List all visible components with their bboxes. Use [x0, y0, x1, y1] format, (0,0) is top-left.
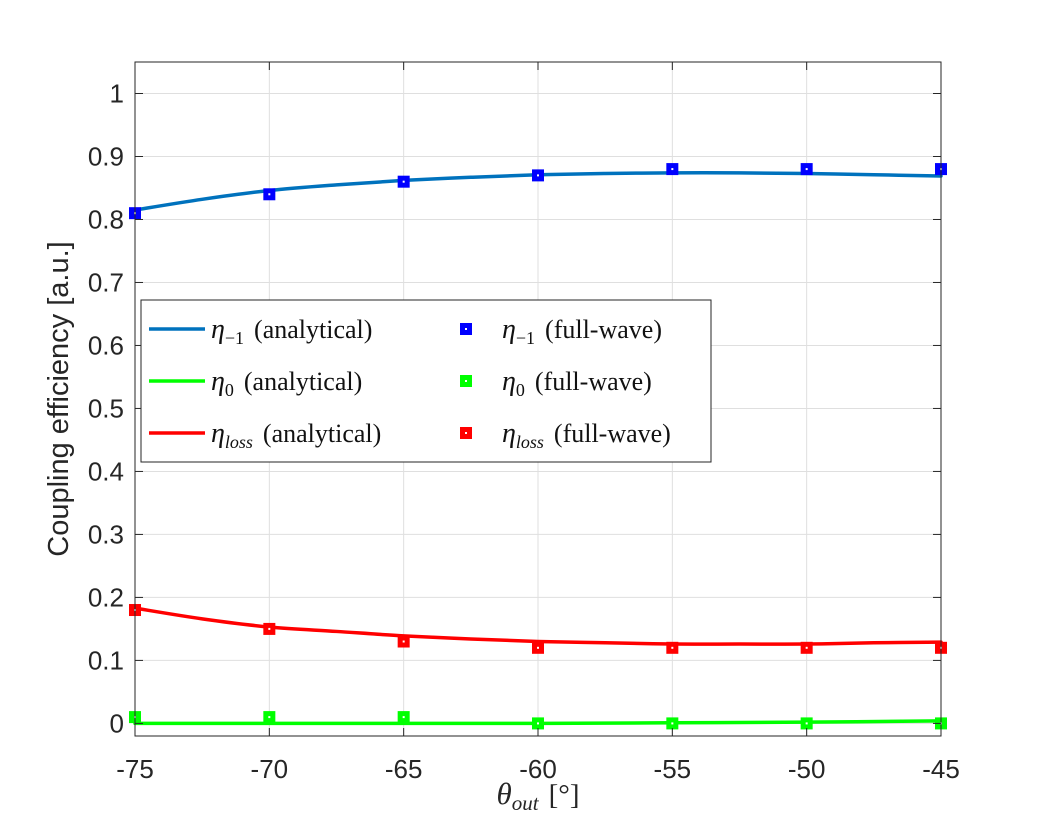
- y-tick-label: 0.1: [88, 645, 124, 675]
- x-axis-ticks: -75 -70 -65 -60 -55 -50 -45: [116, 62, 960, 784]
- series-loss-full-wave-marker-center: [268, 627, 271, 630]
- series-loss-full-wave-marker-center: [537, 646, 539, 649]
- series-m1-full-wave-marker-center: [268, 193, 271, 196]
- y-tick-label: 1: [110, 78, 124, 108]
- y-tick-label: 0.3: [88, 519, 124, 549]
- y-tick-label: 0.6: [88, 330, 124, 360]
- series-0-full-wave-marker-center: [537, 722, 539, 725]
- y-axis-ticks: 0 0.1 0.2 0.3 0.4 0.5 0.6 0.7 0.8 0.9 1: [88, 78, 941, 738]
- legend-marker-swatch-center: [465, 432, 467, 434]
- series-m1-full-wave-marker-center: [537, 174, 539, 177]
- x-axis-label-unit: [°]: [549, 779, 580, 811]
- legend: η−1 (analytical) η0 (analytical) ηloss (analy…: [140, 299, 712, 463]
- x-tick-label: -50: [788, 754, 826, 784]
- series-loss-full-wave-marker-center: [671, 646, 674, 649]
- x-axis-label: θout [°]: [497, 776, 580, 815]
- y-tick-label: 0: [110, 708, 124, 738]
- y-tick-label: 0.7: [88, 267, 124, 297]
- x-tick-label: -75: [116, 754, 154, 784]
- legend-marker-swatch-center: [465, 328, 467, 330]
- series-0-full-wave-marker-center: [402, 716, 405, 719]
- legend-marker-swatch-center: [465, 380, 467, 382]
- series-m1-full-wave-marker-center: [671, 168, 674, 171]
- series-0-full-wave-marker-center: [268, 716, 271, 719]
- x-axis-label-subscript: out: [512, 791, 540, 815]
- series-markers: [129, 163, 947, 730]
- series-0-full-wave-marker-center: [805, 722, 808, 725]
- y-tick-label: 0.4: [88, 456, 124, 486]
- y-tick-label: 0.5: [88, 393, 124, 423]
- series-m1-full-wave-marker-center: [402, 180, 405, 183]
- legend-entry-label: η0 (analytical): [211, 366, 362, 400]
- legend-entry-label: η−1 (full-wave): [502, 314, 662, 348]
- y-tick-label: 0.9: [88, 141, 124, 171]
- series-loss-full-wave-marker-center: [402, 640, 405, 643]
- series-0-full-wave-marker-center: [671, 722, 674, 725]
- y-tick-label: 0.8: [88, 204, 124, 234]
- series-loss-full-wave-marker-center: [805, 646, 808, 649]
- y-axis-label: Coupling efficiency [a.u.]: [43, 241, 75, 556]
- series-m1-full-wave-marker-center: [805, 168, 808, 171]
- legend-entry-label: ηloss (full-wave): [502, 418, 671, 452]
- x-tick-label: -70: [251, 754, 289, 784]
- legend-entry-label: ηloss (analytical): [211, 418, 381, 452]
- y-tick-label: 0.2: [88, 582, 124, 612]
- legend-entry-label: η−1 (analytical): [211, 314, 372, 348]
- x-tick-label: -45: [922, 754, 960, 784]
- legend-box: [140, 299, 712, 463]
- x-tick-label: -60: [519, 754, 557, 784]
- legend-entry-label: η0 (full-wave): [502, 366, 652, 400]
- x-axis-label-symbol: θ: [497, 776, 512, 811]
- x-tick-label: -65: [385, 754, 423, 784]
- x-tick-label: -55: [654, 754, 692, 784]
